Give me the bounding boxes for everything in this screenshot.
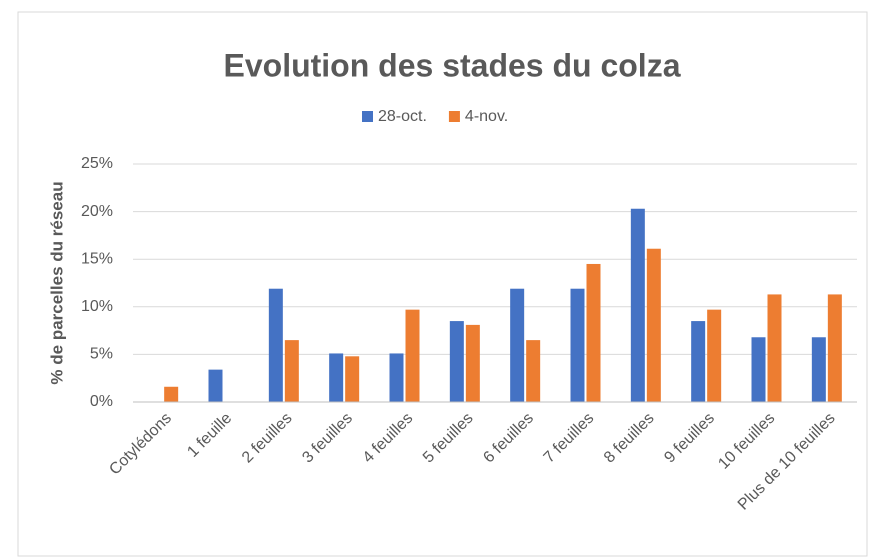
y-tick-label: 25% bbox=[81, 155, 113, 172]
bar bbox=[811, 337, 826, 402]
bar bbox=[586, 263, 601, 402]
bar bbox=[570, 288, 585, 402]
chart-frame bbox=[17, 11, 868, 557]
legend-swatch bbox=[362, 111, 373, 122]
legend-label: 28-oct. bbox=[378, 108, 427, 125]
bar bbox=[465, 324, 480, 402]
y-tick-label: 10% bbox=[81, 298, 113, 315]
y-axis-label: % de parcelles du réseau bbox=[47, 181, 66, 384]
bar bbox=[630, 208, 645, 402]
bar bbox=[510, 288, 525, 402]
chart-title: Evolution des stades du colza bbox=[224, 47, 681, 83]
bar bbox=[345, 356, 360, 402]
bar bbox=[691, 321, 706, 402]
bar bbox=[707, 309, 722, 402]
bar bbox=[526, 340, 541, 402]
legend-swatch bbox=[448, 111, 460, 122]
bar bbox=[827, 294, 842, 402]
bar bbox=[767, 294, 782, 402]
bar bbox=[389, 353, 404, 402]
y-tick-label: 5% bbox=[90, 346, 113, 363]
y-tick-label: 15% bbox=[81, 250, 113, 267]
bar bbox=[284, 340, 299, 402]
bar bbox=[268, 288, 283, 402]
bar bbox=[164, 386, 179, 402]
bar bbox=[646, 248, 661, 402]
bar bbox=[405, 309, 420, 402]
bar bbox=[329, 353, 344, 402]
bar bbox=[449, 321, 464, 402]
bar bbox=[751, 337, 766, 402]
y-tick-label: 20% bbox=[81, 203, 113, 220]
y-tick-label: 0% bbox=[90, 393, 113, 410]
bar bbox=[208, 369, 223, 402]
legend-label: 4-nov. bbox=[465, 108, 508, 125]
